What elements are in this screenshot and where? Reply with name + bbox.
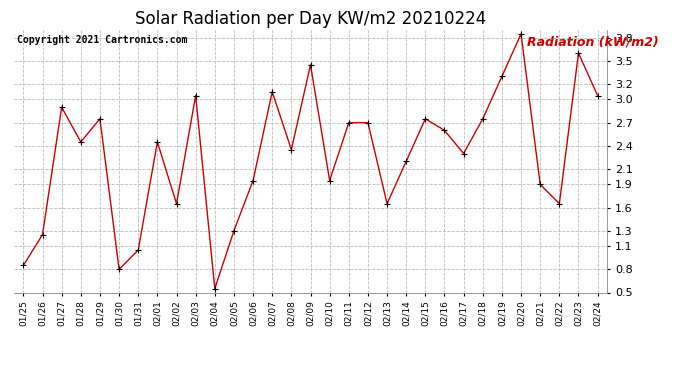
Text: Copyright 2021 Cartronics.com: Copyright 2021 Cartronics.com [17,35,187,45]
Text: Radiation (kW/m2): Radiation (kW/m2) [527,35,659,48]
Title: Solar Radiation per Day KW/m2 20210224: Solar Radiation per Day KW/m2 20210224 [135,10,486,28]
